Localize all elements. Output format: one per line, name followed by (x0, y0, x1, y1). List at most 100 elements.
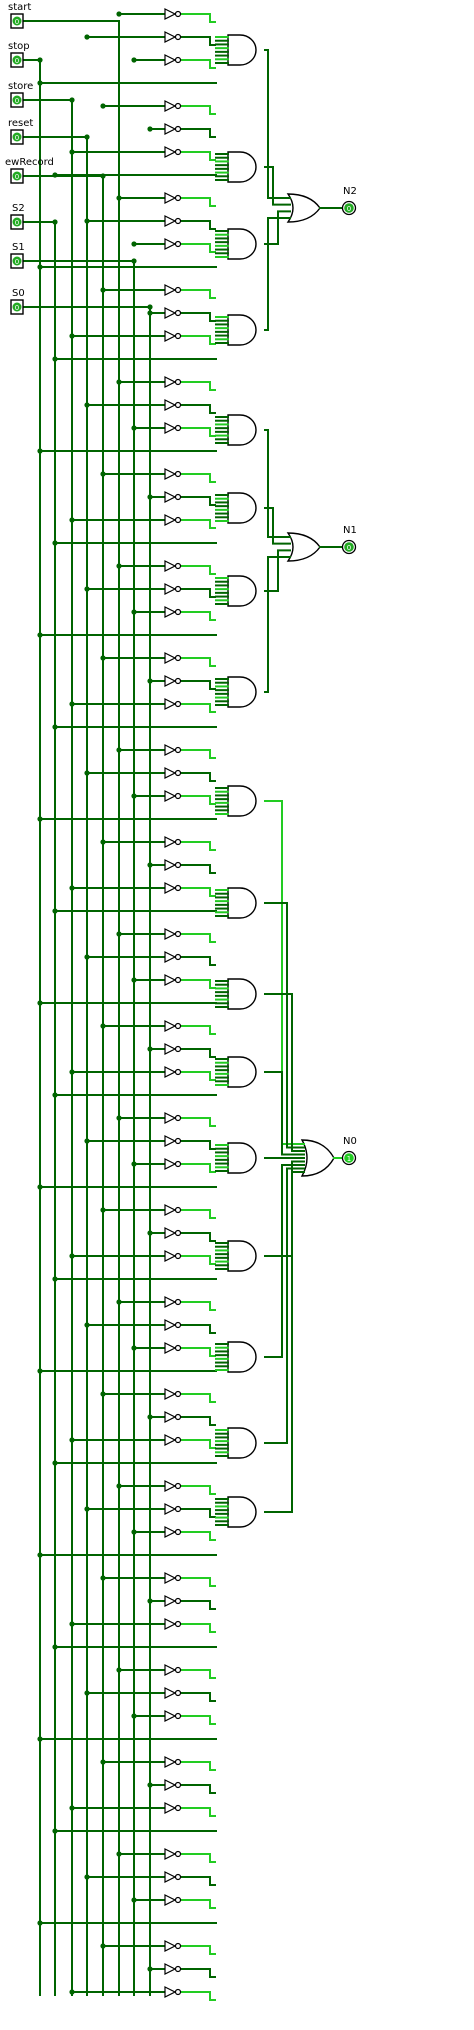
pin-led (12, 171, 22, 181)
not-gate (164, 146, 182, 158)
and-gate (215, 887, 257, 919)
not-gate (164, 1894, 182, 1906)
inverter-out (181, 59, 216, 69)
inverter-out (181, 1209, 216, 1219)
inverter-out (181, 864, 216, 874)
inverter-out (181, 1416, 216, 1426)
junction-dot (116, 1667, 122, 1673)
pin-value: 0 (347, 544, 351, 552)
junction-dot (37, 1552, 43, 1558)
inverter-out (181, 1393, 216, 1403)
not-gate (164, 1687, 182, 1699)
inverter-out (181, 197, 216, 207)
pin-value: 0 (15, 57, 19, 65)
pins: start0stop0store0reset0ewRecord0S20S10S0… (5, 2, 357, 1166)
junction-dot (131, 1345, 137, 1351)
inverter-out (181, 151, 216, 161)
inverter-out (181, 565, 216, 575)
or-gate-n1 (286, 532, 321, 562)
inverter-out (181, 611, 216, 621)
and-gate (215, 1341, 257, 1373)
junction-dot (37, 1184, 43, 1190)
or-input-wire (264, 1160, 305, 1257)
input-pin-reset[interactable]: reset 0 (8, 118, 33, 145)
junction-dot (69, 1069, 75, 1075)
pin-value: 1 (347, 1155, 351, 1163)
output-label: N2 (343, 186, 357, 197)
inverter-out (181, 1071, 216, 1081)
junction-dot (52, 908, 58, 914)
branch-wires (37, 11, 217, 2001)
inverter-out (181, 105, 216, 115)
junction-dot (69, 885, 75, 891)
not-gate (164, 1871, 182, 1883)
not-gate (164, 1618, 182, 1630)
output-label: N1 (343, 525, 357, 536)
pin-value: 0 (347, 205, 351, 213)
not-gate (164, 1411, 182, 1423)
input-pin-s0[interactable]: S0 0 (10, 288, 25, 315)
inverter-out (181, 381, 216, 391)
not-gate (164, 606, 182, 618)
and-gate (215, 1496, 257, 1528)
junction-dot (69, 1989, 75, 1995)
output-pin-n2[interactable]: N2 0 (341, 186, 357, 216)
junction-dot (37, 816, 43, 822)
input-label: S2 (12, 203, 25, 214)
junction-dot (147, 862, 153, 868)
junction-dot (100, 1391, 106, 1397)
inverter-out (181, 1577, 216, 1587)
pin-value: 0 (15, 173, 19, 181)
inverter-out (181, 749, 216, 759)
inverter-out (181, 1853, 216, 1863)
junction-dot (69, 333, 75, 339)
inverter-out (181, 1876, 216, 1886)
junction-dot (131, 1529, 137, 1535)
inverter-out (181, 1255, 216, 1265)
inverter-out (181, 128, 216, 138)
junction-dot (100, 471, 106, 477)
inverter-out (181, 243, 216, 253)
not-gate (164, 859, 182, 871)
pin-led (12, 16, 22, 26)
inverter-out (181, 1347, 216, 1357)
not-gate (164, 376, 182, 388)
junction-dot (52, 1644, 58, 1650)
input-label: reset (8, 118, 33, 129)
junction-dot (100, 287, 106, 293)
output-pin-n1[interactable]: N1 0 (341, 525, 357, 555)
inverter-out (181, 1163, 216, 1173)
input-pin-ewrecord[interactable]: ewRecord 0 (5, 157, 54, 184)
junction-dot (84, 34, 90, 40)
inverter-out (181, 36, 216, 46)
junction-dot (69, 701, 75, 707)
input-pin-start[interactable]: start 0 (8, 2, 31, 29)
junction-dot (52, 1828, 58, 1834)
not-gate (164, 422, 182, 434)
junction-dot (116, 195, 122, 201)
not-gate (164, 1434, 182, 1446)
junction-dot (116, 1115, 122, 1121)
output-pin-n0[interactable]: N0 1 (341, 1136, 357, 1166)
and-gate (215, 151, 257, 183)
input-pin-s1[interactable]: S1 0 (10, 242, 25, 269)
junction-dot (52, 172, 58, 178)
not-gate (164, 514, 182, 526)
input-pin-s2[interactable]: S2 0 (10, 203, 25, 230)
not-gate (164, 560, 182, 572)
inverter-out (181, 772, 216, 782)
inverter-out (181, 1232, 216, 1242)
junction-dot (37, 1368, 43, 1374)
junction-dot (69, 1805, 75, 1811)
junction-dot (37, 448, 43, 454)
input-pin-stop[interactable]: stop 0 (8, 41, 30, 68)
input-pin-store[interactable]: store 0 (8, 81, 33, 108)
not-gate (164, 100, 182, 112)
input-label: S1 (12, 242, 25, 253)
and-gate (215, 414, 257, 446)
inverter-out (181, 1048, 216, 1058)
inverter-out (181, 496, 216, 506)
or-input-wire (264, 800, 305, 1145)
junction-dot (52, 540, 58, 546)
not-gate (164, 491, 182, 503)
